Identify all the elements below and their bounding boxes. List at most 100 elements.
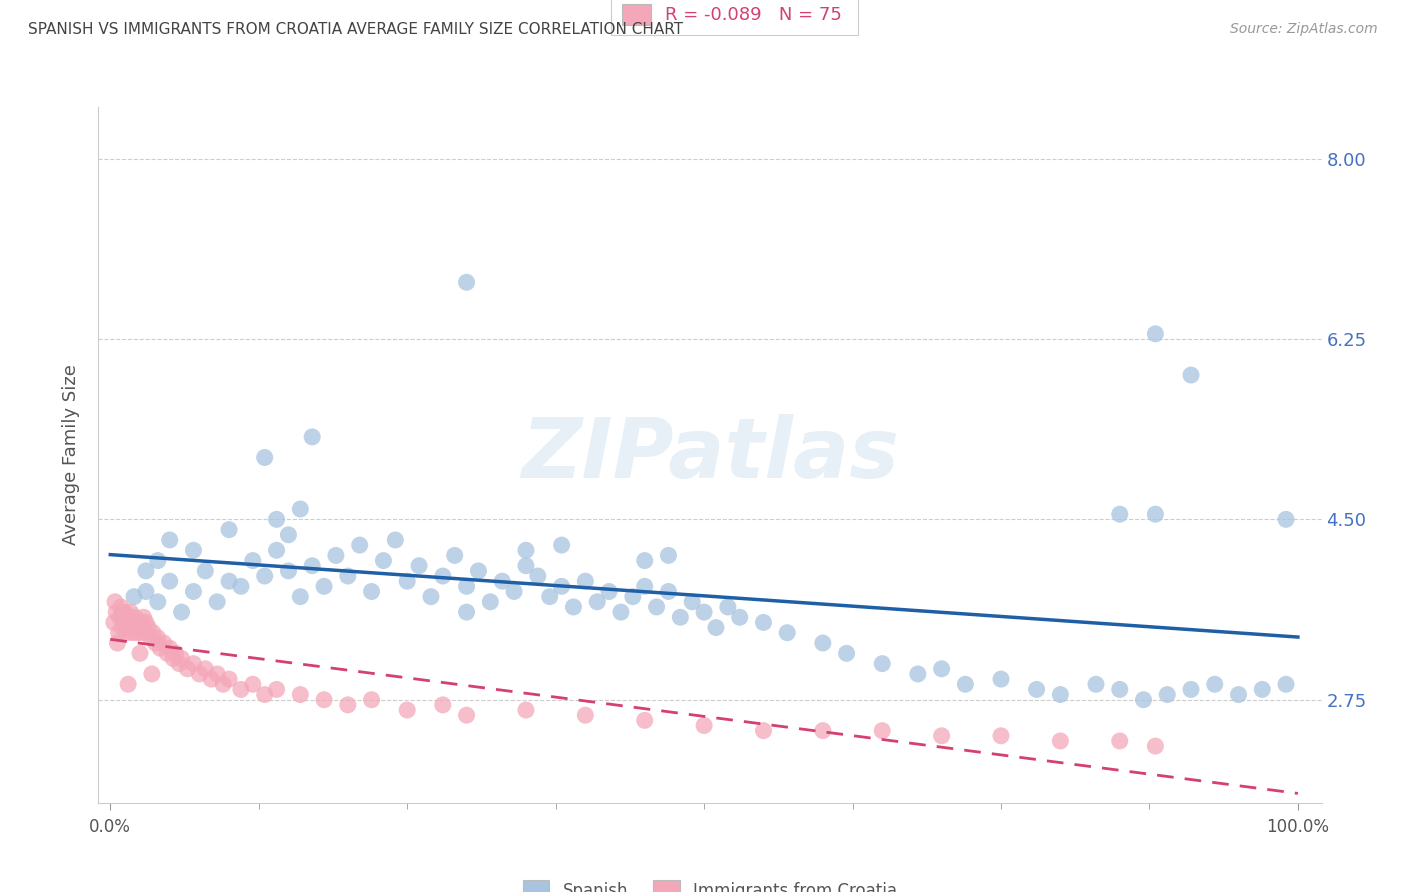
Point	[634, 714, 657, 728]
Point	[124, 610, 146, 624]
Point	[515, 558, 537, 573]
Point	[277, 528, 299, 542]
Point	[704, 621, 727, 635]
Point	[396, 574, 419, 589]
Point	[360, 692, 382, 706]
Point	[139, 631, 162, 645]
Point	[550, 579, 572, 593]
Point	[108, 610, 131, 624]
Point	[159, 574, 181, 589]
Point	[479, 595, 502, 609]
Point	[657, 549, 679, 563]
Point	[1144, 739, 1167, 753]
Point	[538, 590, 561, 604]
Point	[129, 625, 152, 640]
Point	[156, 646, 179, 660]
Point	[456, 605, 478, 619]
Point	[325, 549, 347, 563]
Point	[503, 584, 526, 599]
Point	[1180, 368, 1202, 382]
Point	[586, 595, 609, 609]
Point	[443, 549, 465, 563]
Point	[129, 615, 152, 630]
Point	[301, 430, 323, 444]
Point	[176, 662, 198, 676]
Point	[111, 605, 134, 619]
Point	[229, 579, 252, 593]
Point	[645, 599, 668, 614]
Point	[105, 605, 128, 619]
Point	[360, 584, 382, 599]
Point	[870, 657, 893, 671]
Point	[1108, 507, 1130, 521]
Point	[194, 662, 217, 676]
Point	[229, 682, 252, 697]
Point	[515, 543, 537, 558]
Point	[550, 538, 572, 552]
Point	[1108, 682, 1130, 697]
Point	[183, 584, 205, 599]
Point	[562, 599, 585, 614]
Point	[135, 584, 157, 599]
Y-axis label: Average Family Size: Average Family Size	[62, 365, 80, 545]
Legend: Spanish, Immigrants from Croatia: Spanish, Immigrants from Croatia	[516, 874, 904, 892]
Point	[515, 703, 537, 717]
Point	[456, 275, 478, 289]
Point	[752, 723, 775, 738]
Point	[118, 621, 141, 635]
Point	[266, 512, 288, 526]
Point	[127, 615, 149, 630]
Point	[456, 579, 478, 593]
Point	[1227, 688, 1250, 702]
Point	[159, 533, 181, 547]
Point	[114, 605, 136, 619]
Point	[112, 610, 135, 624]
Point	[811, 636, 834, 650]
Point	[373, 553, 395, 567]
Point	[205, 595, 228, 609]
Point	[634, 553, 657, 567]
Point	[931, 662, 953, 676]
Point	[200, 672, 222, 686]
Point	[141, 667, 163, 681]
Point	[120, 605, 142, 619]
Point	[253, 450, 276, 465]
Point	[1132, 692, 1154, 706]
Point	[990, 672, 1012, 686]
Point	[811, 723, 834, 738]
Point	[1025, 682, 1047, 697]
Point	[131, 621, 153, 635]
Point	[1204, 677, 1226, 691]
Point	[870, 723, 893, 738]
Point	[955, 677, 977, 691]
Point	[167, 657, 190, 671]
Point	[145, 636, 167, 650]
Point	[349, 538, 371, 552]
Point	[1156, 688, 1178, 702]
Point	[103, 615, 125, 630]
Point	[107, 625, 129, 640]
Point	[456, 708, 478, 723]
Point	[1251, 682, 1274, 697]
Point	[312, 692, 335, 706]
Point	[162, 651, 184, 665]
Point	[301, 558, 323, 573]
Point	[242, 677, 264, 691]
Point	[266, 682, 288, 697]
Point	[122, 621, 145, 635]
Point	[467, 564, 489, 578]
Point	[420, 590, 443, 604]
Point	[117, 610, 139, 624]
Point	[290, 502, 312, 516]
Text: Source: ZipAtlas.com: Source: ZipAtlas.com	[1230, 22, 1378, 37]
Text: SPANISH VS IMMIGRANTS FROM CROATIA AVERAGE FAMILY SIZE CORRELATION CHART: SPANISH VS IMMIGRANTS FROM CROATIA AVERA…	[28, 22, 683, 37]
Point	[170, 651, 193, 665]
Point	[159, 641, 181, 656]
Point	[336, 569, 359, 583]
Point	[835, 646, 858, 660]
Point	[128, 621, 150, 635]
Point	[634, 579, 657, 593]
Point	[277, 564, 299, 578]
Point	[114, 625, 136, 640]
Point	[290, 590, 312, 604]
